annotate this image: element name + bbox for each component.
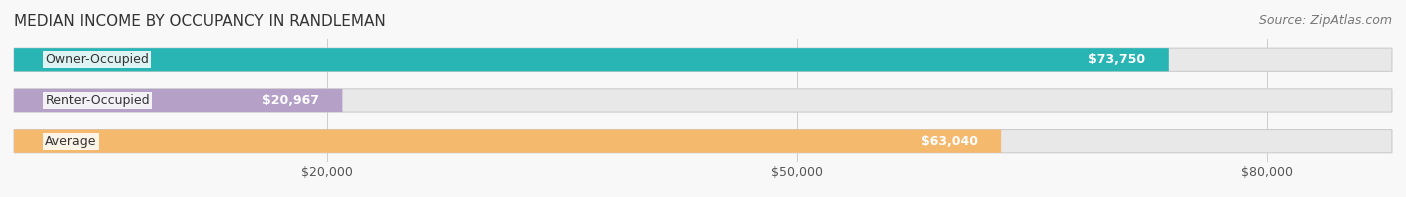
FancyBboxPatch shape (14, 130, 1001, 153)
FancyBboxPatch shape (14, 130, 1392, 153)
Text: $73,750: $73,750 (1088, 53, 1146, 66)
FancyBboxPatch shape (14, 48, 1392, 71)
FancyBboxPatch shape (14, 48, 1168, 71)
Text: $63,040: $63,040 (921, 135, 977, 148)
FancyBboxPatch shape (14, 89, 342, 112)
Text: Renter-Occupied: Renter-Occupied (45, 94, 150, 107)
Text: Source: ZipAtlas.com: Source: ZipAtlas.com (1258, 14, 1392, 27)
Text: $20,967: $20,967 (262, 94, 319, 107)
Text: Owner-Occupied: Owner-Occupied (45, 53, 149, 66)
Text: Average: Average (45, 135, 97, 148)
FancyBboxPatch shape (14, 89, 1392, 112)
Text: MEDIAN INCOME BY OCCUPANCY IN RANDLEMAN: MEDIAN INCOME BY OCCUPANCY IN RANDLEMAN (14, 14, 385, 29)
